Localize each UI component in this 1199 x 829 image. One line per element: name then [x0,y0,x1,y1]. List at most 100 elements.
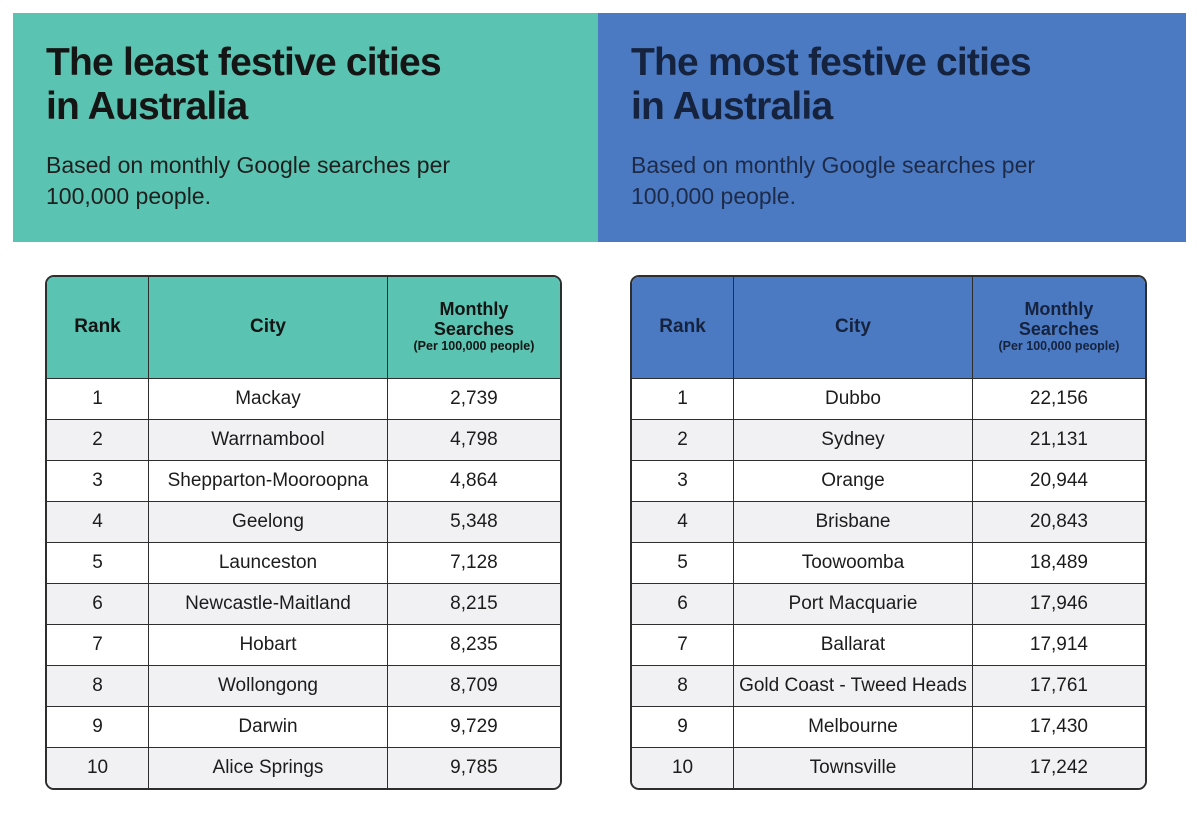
table-row: 8 Gold Coast - Tweed Heads 17,761 [632,664,1145,707]
rank-cell: 9 [47,705,150,748]
header-row: Rank City Monthly Searches (Per 100,000 … [632,277,1145,379]
searches-cell: 9,729 [386,705,560,748]
rank-cell: 2 [47,418,150,461]
searches-cell: 20,944 [971,459,1145,502]
header-row: Rank City Monthly Searches (Per 100,000 … [47,277,560,379]
city-cell: Port Macquarie [733,582,973,625]
column-header-city: City [733,277,973,379]
city-cell: Townsville [733,746,973,788]
city-cell: Alice Springs [148,746,388,788]
rank-cell: 5 [47,541,150,584]
most-festive-data-table: Rank City Monthly Searches (Per 100,000 … [632,277,1145,788]
searches-cell: 9,785 [386,746,560,788]
table-row: 9 Melbourne 17,430 [632,705,1145,748]
table-row: 8 Wollongong 8,709 [47,664,560,707]
searches-cell: 17,914 [971,623,1145,666]
rank-cell: 3 [47,459,150,502]
least-festive-title-line2: in Australia [46,84,248,128]
table-row: 10 Alice Springs 9,785 [47,746,560,788]
city-cell: Ballarat [733,623,973,666]
least-festive-title-line1: The least festive cities [46,41,442,84]
table-row: 4 Geelong 5,348 [47,500,560,543]
searches-cell: 5,348 [386,500,560,543]
searches-cell: 18,489 [971,541,1145,584]
rank-cell: 4 [632,500,735,543]
rank-cell: 7 [47,623,150,666]
least-festive-table: Rank City Monthly Searches (Per 100,000 … [45,275,562,790]
banners-row: The least festive cities in Australia Ba… [0,0,1199,242]
most-table-header: Rank City Monthly Searches (Per 100,000 … [632,277,1145,379]
most-table-body: 1 Dubbo 22,156 2 Sydney 21,131 3 Orange … [632,377,1145,788]
most-festive-table: Rank City Monthly Searches (Per 100,000 … [630,275,1147,790]
least-festive-subtitle: Based on monthly Google searches per 100… [46,152,451,209]
column-header-rank: Rank [632,277,735,379]
monthly-searches-label: Monthly Searches [1018,299,1099,339]
searches-cell: 17,761 [971,664,1145,707]
rank-cell: 7 [632,623,735,666]
city-cell: Dubbo [733,377,973,420]
most-festive-title-line1: The most festive cities [631,41,1032,84]
rank-cell: 6 [47,582,150,625]
city-cell: Gold Coast - Tweed Heads [733,664,973,707]
table-row: 2 Sydney 21,131 [632,418,1145,461]
rank-cell: 1 [47,377,150,420]
rank-cell: 9 [632,705,735,748]
most-festive-title-line2: in Australia [631,84,833,128]
searches-cell: 17,430 [971,705,1145,748]
rank-cell: 5 [632,541,735,584]
table-row: 7 Hobart 8,235 [47,623,560,666]
searches-cell: 8,215 [386,582,560,625]
rank-cell: 3 [632,459,735,502]
searches-cell: 2,739 [386,377,560,420]
city-cell: Toowoomba [733,541,973,584]
least-table-header: Rank City Monthly Searches (Per 100,000 … [47,277,560,379]
most-festive-title: The most festive cities in Australia [631,41,1162,128]
column-header-monthly-searches: Monthly Searches (Per 100,000 people) [386,277,560,379]
city-cell: Geelong [148,500,388,543]
city-cell: Darwin [148,705,388,748]
least-festive-banner: The least festive cities in Australia Ba… [13,13,598,242]
searches-cell: 8,709 [386,664,560,707]
searches-cell: 7,128 [386,541,560,584]
least-festive-title: The least festive cities in Australia [46,41,574,128]
table-row: 1 Dubbo 22,156 [632,377,1145,420]
searches-cell: 4,798 [386,418,560,461]
rank-cell: 10 [632,746,735,788]
city-cell: Melbourne [733,705,973,748]
monthly-searches-label: Monthly Searches [433,299,514,339]
rank-cell: 6 [632,582,735,625]
table-row: 5 Launceston 7,128 [47,541,560,584]
searches-cell: 17,946 [971,582,1145,625]
searches-cell: 22,156 [971,377,1145,420]
searches-cell: 17,242 [971,746,1145,788]
table-row: 7 Ballarat 17,914 [632,623,1145,666]
table-row: 2 Warrnambool 4,798 [47,418,560,461]
least-festive-data-table: Rank City Monthly Searches (Per 100,000 … [47,277,560,788]
column-header-rank: Rank [47,277,150,379]
city-cell: Warrnambool [148,418,388,461]
most-festive-banner: The most festive cities in Australia Bas… [598,13,1186,242]
rank-cell: 2 [632,418,735,461]
table-row: 1 Mackay 2,739 [47,377,560,420]
table-row: 5 Toowoomba 18,489 [632,541,1145,584]
searches-cell: 20,843 [971,500,1145,543]
rank-cell: 4 [47,500,150,543]
column-header-monthly-searches: Monthly Searches (Per 100,000 people) [971,277,1145,379]
table-row: 6 Newcastle-Maitland 8,215 [47,582,560,625]
city-cell: Newcastle-Maitland [148,582,388,625]
rank-cell: 8 [47,664,150,707]
rank-cell: 8 [632,664,735,707]
searches-cell: 8,235 [386,623,560,666]
rank-cell: 1 [632,377,735,420]
searches-cell: 4,864 [386,459,560,502]
city-cell: Brisbane [733,500,973,543]
city-cell: Hobart [148,623,388,666]
table-row: 10 Townsville 17,242 [632,746,1145,788]
city-cell: Orange [733,459,973,502]
per-100000-people-note: (Per 100,000 people) [998,339,1120,354]
city-cell: Sydney [733,418,973,461]
least-table-body: 1 Mackay 2,739 2 Warrnambool 4,798 3 She… [47,377,560,788]
tables-row: Rank City Monthly Searches (Per 100,000 … [45,275,1199,790]
most-festive-subtitle: Based on monthly Google searches per 100… [631,152,1036,209]
column-header-city: City [148,277,388,379]
